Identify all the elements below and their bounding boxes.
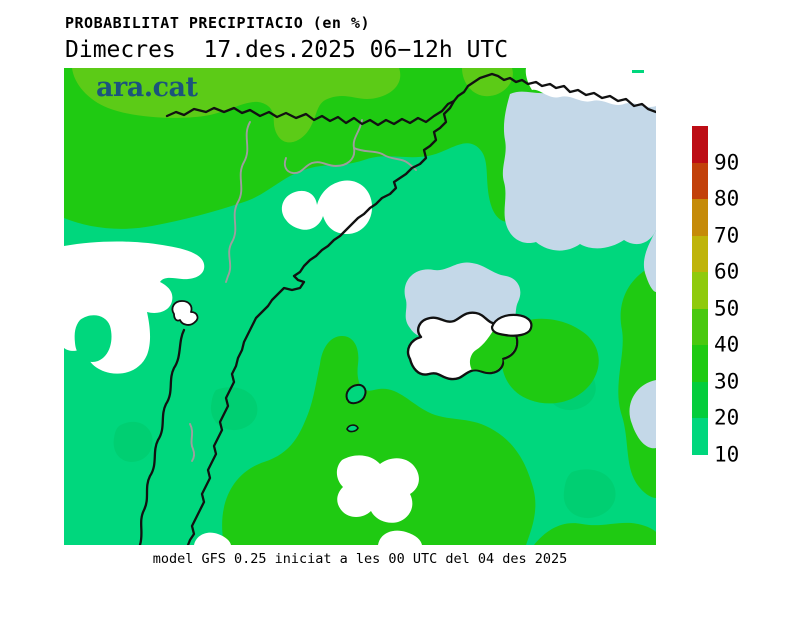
valid-time-subtitle: Dimecres 17.des.2025 06−12h UTC: [65, 37, 509, 63]
map-canvas: [64, 68, 656, 545]
legend-label: 90: [714, 150, 740, 174]
region-prob-10-20-patch: [563, 469, 616, 519]
legend-segment: [692, 162, 708, 199]
land-lt10-france-corner: [525, 68, 656, 107]
legend-segment: [692, 199, 708, 236]
legend-label: 60: [714, 259, 740, 284]
legend-segment: [692, 272, 708, 309]
region-prob-40-50-patch: [462, 68, 513, 97]
sea-lt10-golfe-du-lion: [502, 90, 656, 251]
legend-segment: [692, 308, 708, 345]
legend-label: 50: [714, 296, 740, 320]
region-prob-10-20-island-in-white: [74, 315, 112, 362]
coastline: [138, 72, 656, 545]
sea-lt10-edge-tail: [643, 230, 656, 292]
legend-segment: [692, 235, 708, 272]
legend-segment: [692, 418, 708, 455]
legend-label: 70: [714, 223, 740, 247]
brand-logo: ara.cat: [96, 72, 198, 103]
ibiza-island: [345, 383, 367, 405]
region-prob-40-50-pyrenees: [72, 68, 401, 143]
legend-segment: [692, 381, 708, 418]
mallorca-east-green: [469, 326, 517, 373]
legend-label: 40: [714, 332, 740, 357]
legend: 90 80 70 60 50 40 30 20 10: [692, 126, 792, 466]
region-prob-10-20-patch: [113, 421, 153, 462]
enclave-outline: [171, 300, 199, 326]
legend-segment: [692, 126, 708, 163]
model-caption: model GFS 0.25 iniciat a les 00 UTC del …: [152, 551, 568, 567]
land-lt10-bottom-notch: [194, 532, 231, 545]
page-title: PROBABILITAT PRECIPITACIO (en %): [65, 14, 370, 32]
inland-border: [138, 328, 186, 545]
land-lt10-south-blob: [336, 455, 419, 523]
land-lt10-central-peanut: [281, 180, 373, 235]
sea-lt10-edge-patch: [629, 380, 656, 449]
land-lt10-bottom-notch: [378, 530, 422, 545]
menorca-island: [490, 313, 533, 337]
pyrenees-and-french-coast: [165, 72, 656, 127]
precipitation-probability-map: ara.cat: [64, 68, 656, 545]
edge-dash: [632, 70, 644, 73]
legend-bar: [692, 126, 708, 455]
catalonia-valencia-coast: [186, 99, 456, 545]
legend-label: 10: [714, 442, 740, 466]
legend-segment: [692, 345, 708, 382]
region-prob-20-40-south: [222, 336, 536, 545]
legend-label: 20: [714, 405, 740, 430]
formentera-island: [346, 424, 359, 433]
region-prob-20-40-corner: [534, 522, 656, 545]
legend-label: 30: [714, 369, 740, 393]
legend-label: 80: [714, 186, 740, 211]
region-prob-20-40-menorca-se: [501, 318, 599, 404]
